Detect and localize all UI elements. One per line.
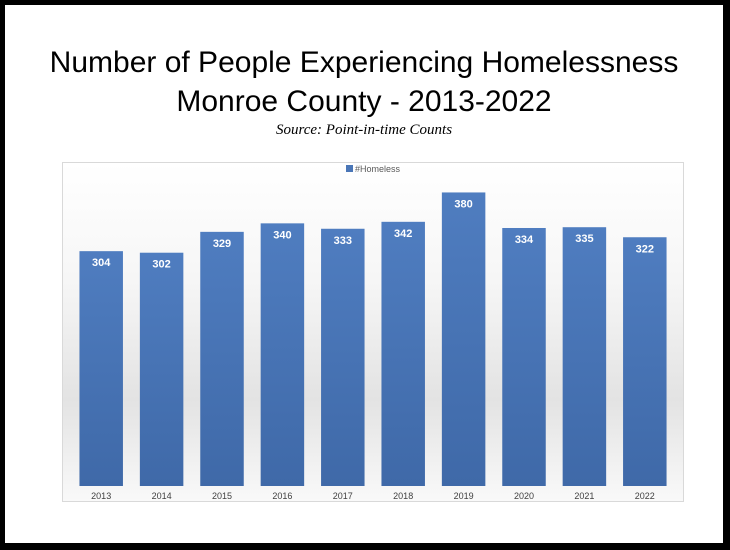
- bar-2020: [502, 227, 546, 486]
- x-tick-label-2013: 2013: [91, 491, 111, 501]
- data-label-2020: 334: [515, 234, 534, 246]
- x-tick-label-2020: 2020: [514, 491, 534, 501]
- data-label-2015: 329: [213, 238, 231, 250]
- data-label-2021: 335: [575, 233, 593, 245]
- data-label-2013: 304: [92, 257, 111, 269]
- bar-2015: [200, 231, 244, 486]
- x-tick-label-2018: 2018: [393, 491, 413, 501]
- bar-2016: [260, 223, 305, 486]
- legend: #Homeless: [63, 164, 683, 174]
- slide-frame: Number of People Experiencing Homelessne…: [5, 5, 723, 543]
- bar-chart: 304 2013 302 2014 329 2015 340 2016 333 2017 342 20…: [79, 192, 667, 501]
- plot-area: #Homeless 304 2013 302 2014 329 2015 340 2016 33…: [62, 162, 684, 502]
- data-label-2017: 333: [334, 235, 352, 247]
- data-label-2014: 302: [152, 259, 170, 271]
- x-tick-label-2019: 2019: [454, 491, 474, 501]
- x-tick-label-2014: 2014: [152, 491, 172, 501]
- data-label-2019: 380: [454, 198, 472, 210]
- legend-label: #Homeless: [354, 164, 401, 174]
- chart-title-line2: Monroe County - 2013-2022: [176, 85, 552, 118]
- x-tick-label-2022: 2022: [635, 491, 655, 501]
- bar-2019: [441, 192, 486, 486]
- x-tick-label-2015: 2015: [212, 491, 232, 501]
- bar-2017: [321, 228, 365, 486]
- bar-2021: [562, 227, 607, 486]
- chart-title: Number of People Experiencing Homelessne…: [49, 46, 679, 79]
- x-tick-label-2021: 2021: [574, 491, 594, 501]
- legend-swatch: [345, 165, 353, 172]
- bar-2018: [381, 221, 425, 486]
- x-tick-label-2017: 2017: [333, 491, 353, 501]
- bar-2014: [139, 252, 184, 486]
- bar-2022: [623, 237, 667, 486]
- data-label-2016: 340: [273, 229, 291, 241]
- chart-subtitle: Source: Point-in-time Counts: [275, 122, 453, 138]
- data-label-2018: 342: [394, 228, 412, 240]
- x-tick-label-2016: 2016: [272, 491, 292, 501]
- bar-2013: [79, 251, 123, 486]
- data-label-2022: 322: [636, 243, 654, 255]
